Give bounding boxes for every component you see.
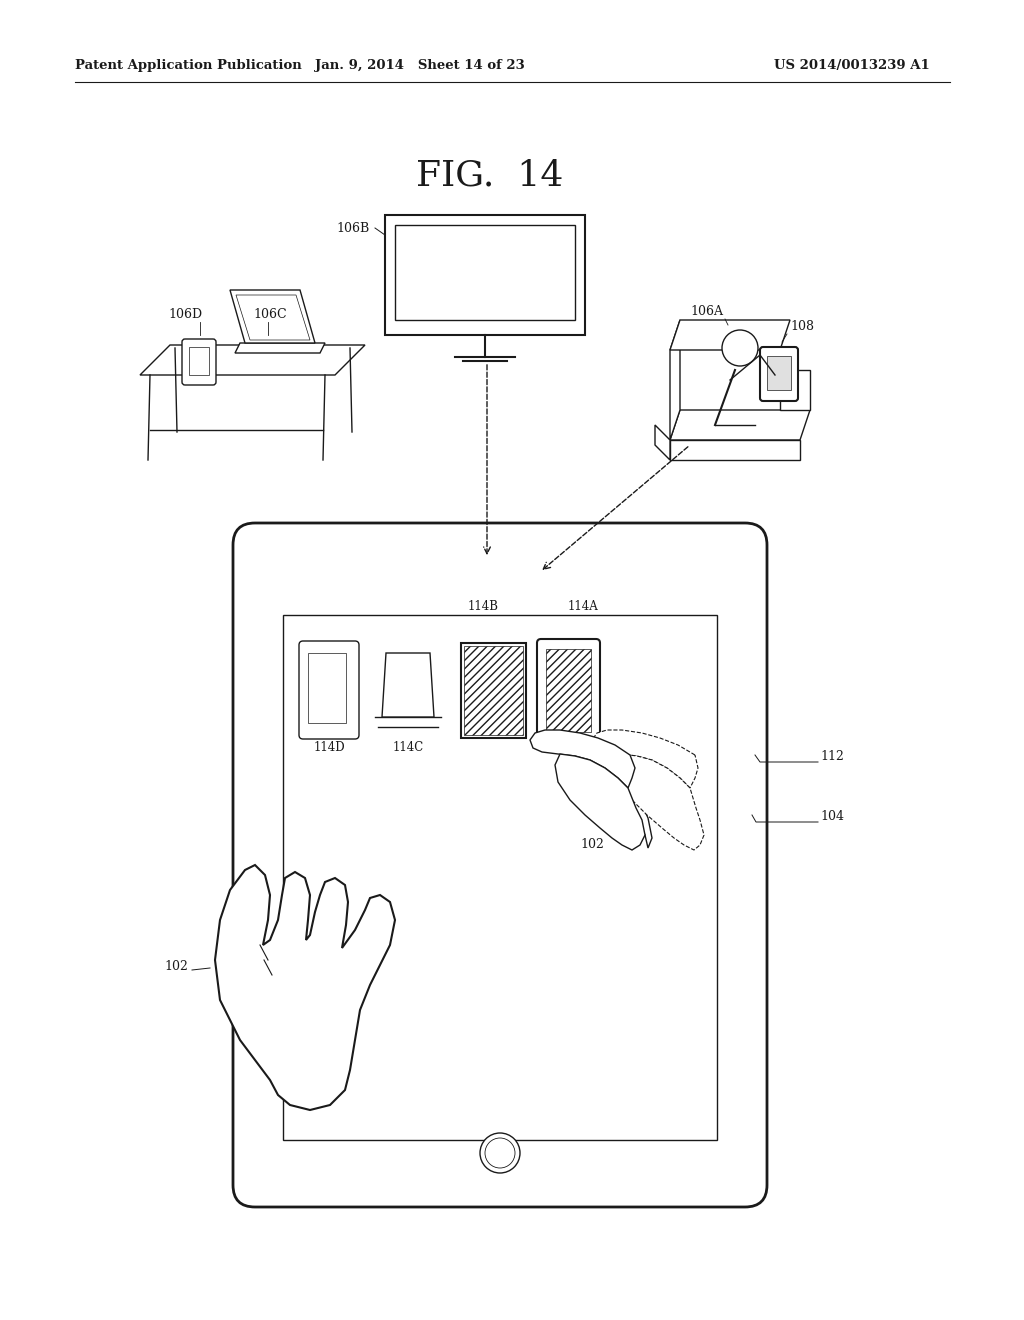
Text: US 2014/0013239 A1: US 2014/0013239 A1 — [774, 58, 930, 71]
Text: 102: 102 — [580, 838, 604, 851]
Polygon shape — [670, 319, 680, 440]
Circle shape — [480, 1133, 520, 1173]
Bar — [546, 649, 591, 733]
Polygon shape — [234, 343, 325, 352]
Polygon shape — [230, 290, 315, 343]
Bar — [308, 653, 346, 723]
Text: 102: 102 — [164, 960, 188, 973]
Polygon shape — [780, 370, 810, 411]
Bar — [385, 215, 585, 335]
Polygon shape — [592, 730, 698, 788]
FancyBboxPatch shape — [760, 347, 798, 401]
Circle shape — [722, 330, 758, 366]
Polygon shape — [215, 865, 395, 1110]
Text: Patent Application Publication: Patent Application Publication — [75, 58, 302, 71]
Bar — [189, 347, 209, 375]
Text: FIG.  14: FIG. 14 — [417, 158, 563, 191]
Bar — [464, 645, 523, 735]
FancyBboxPatch shape — [182, 339, 216, 385]
Text: 114A: 114A — [567, 601, 598, 612]
Text: Jan. 9, 2014   Sheet 14 of 23: Jan. 9, 2014 Sheet 14 of 23 — [315, 58, 525, 71]
Text: 114D: 114D — [313, 741, 345, 754]
Bar — [461, 643, 526, 738]
Text: 106D: 106D — [168, 308, 202, 321]
Bar — [283, 615, 717, 1140]
Text: 106B: 106B — [337, 222, 370, 235]
FancyBboxPatch shape — [233, 523, 767, 1206]
Text: 114B: 114B — [468, 601, 499, 612]
Polygon shape — [382, 653, 434, 717]
Bar — [395, 224, 575, 319]
Text: 112: 112 — [820, 750, 844, 763]
FancyBboxPatch shape — [537, 639, 600, 742]
Text: 106A: 106A — [690, 305, 723, 318]
Text: 106C: 106C — [253, 308, 287, 321]
Polygon shape — [655, 425, 670, 459]
Text: 114C: 114C — [392, 741, 424, 754]
Polygon shape — [617, 754, 705, 850]
Text: 104: 104 — [820, 810, 844, 822]
FancyBboxPatch shape — [299, 642, 359, 739]
Polygon shape — [140, 345, 365, 375]
Polygon shape — [555, 754, 645, 850]
Polygon shape — [670, 411, 810, 440]
Polygon shape — [670, 440, 800, 459]
Polygon shape — [236, 294, 310, 341]
Circle shape — [485, 1138, 515, 1168]
Polygon shape — [620, 788, 652, 847]
Polygon shape — [670, 319, 790, 350]
Bar — [767, 356, 791, 389]
Polygon shape — [530, 730, 635, 788]
Text: 108: 108 — [790, 319, 814, 333]
